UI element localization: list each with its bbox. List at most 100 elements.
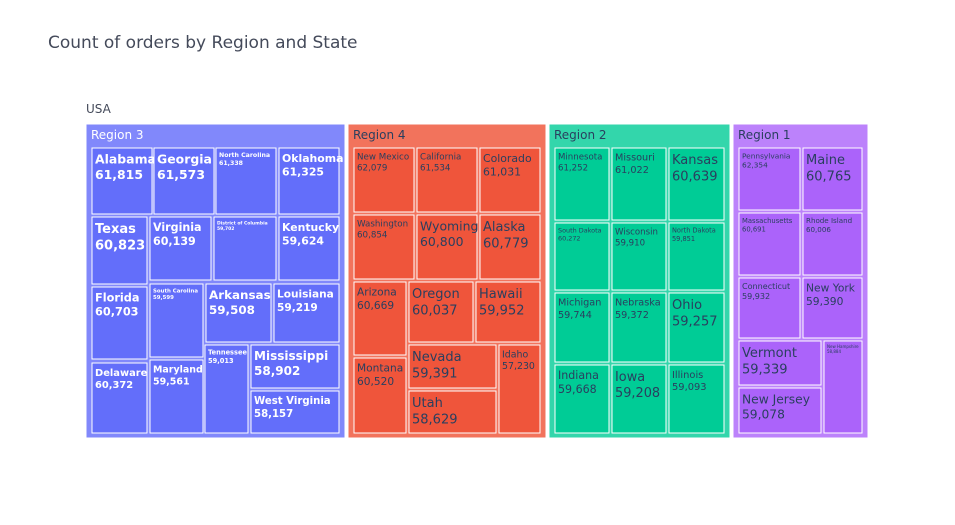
tile-rect[interactable] <box>611 292 667 363</box>
tile-rect[interactable] <box>408 344 497 389</box>
tile-rect[interactable] <box>611 364 667 434</box>
tile-rect[interactable] <box>353 281 407 356</box>
region-region-3[interactable]: Region 3Alabama61,815Georgia61,573North … <box>85 123 346 439</box>
tile-rect[interactable] <box>278 216 340 281</box>
tile-rect[interactable] <box>498 344 541 434</box>
tile-rect[interactable] <box>668 222 725 291</box>
tile-rect[interactable] <box>416 214 478 280</box>
tile-rect[interactable] <box>738 212 801 276</box>
region-region-2[interactable]: Region 2Minnesota61,252Missouri61,022Kan… <box>548 123 731 439</box>
tile-rect[interactable] <box>205 283 272 343</box>
tile-rect[interactable] <box>802 212 863 276</box>
tile-rect[interactable] <box>554 364 610 434</box>
tile-rect[interactable] <box>273 283 340 343</box>
tile-rect[interactable] <box>353 147 415 213</box>
tile-rect[interactable] <box>802 277 863 339</box>
tile-rect[interactable] <box>802 147 863 211</box>
tile-rect[interactable] <box>738 387 822 434</box>
tile-rect[interactable] <box>408 390 497 434</box>
tile-new-jersey[interactable]: New Jersey 59,078 <box>738 387 822 434</box>
tile-west-virginia[interactable]: West Virginia 58,157 <box>250 390 340 434</box>
tile-rect[interactable] <box>554 292 610 363</box>
tile-rect[interactable] <box>149 216 212 281</box>
tile-rect[interactable] <box>149 359 204 434</box>
tile-rect[interactable] <box>153 147 215 215</box>
tile-rect[interactable] <box>408 281 474 343</box>
treemap-root-label[interactable]: USA <box>86 102 111 116</box>
tile-rect[interactable] <box>668 147 725 221</box>
tile-rect[interactable] <box>668 292 725 363</box>
tile-rect[interactable] <box>353 357 407 434</box>
tile-rect[interactable] <box>250 390 340 434</box>
tile-rect[interactable] <box>416 147 478 213</box>
tile-rect[interactable] <box>738 340 822 386</box>
tile-rect[interactable] <box>91 286 148 360</box>
tile-rect[interactable] <box>611 222 667 291</box>
tile-rect[interactable] <box>353 214 415 280</box>
tile-rect[interactable] <box>215 147 277 215</box>
tile-rect[interactable] <box>668 364 725 434</box>
tile-rect[interactable] <box>554 222 610 291</box>
tile-rect[interactable] <box>611 147 667 221</box>
tile-rect[interactable] <box>475 281 541 343</box>
tile-rect[interactable] <box>213 216 277 281</box>
tile-rect[interactable] <box>278 147 340 215</box>
tile-rect[interactable] <box>479 214 541 280</box>
tile-rect[interactable] <box>91 216 148 285</box>
tile-rect[interactable] <box>204 344 249 434</box>
tile-rect[interactable] <box>250 344 340 389</box>
tile-rect[interactable] <box>479 147 541 213</box>
tile-rect[interactable] <box>738 147 801 211</box>
tile-rect[interactable] <box>149 283 204 358</box>
tile-rect[interactable] <box>823 340 863 434</box>
